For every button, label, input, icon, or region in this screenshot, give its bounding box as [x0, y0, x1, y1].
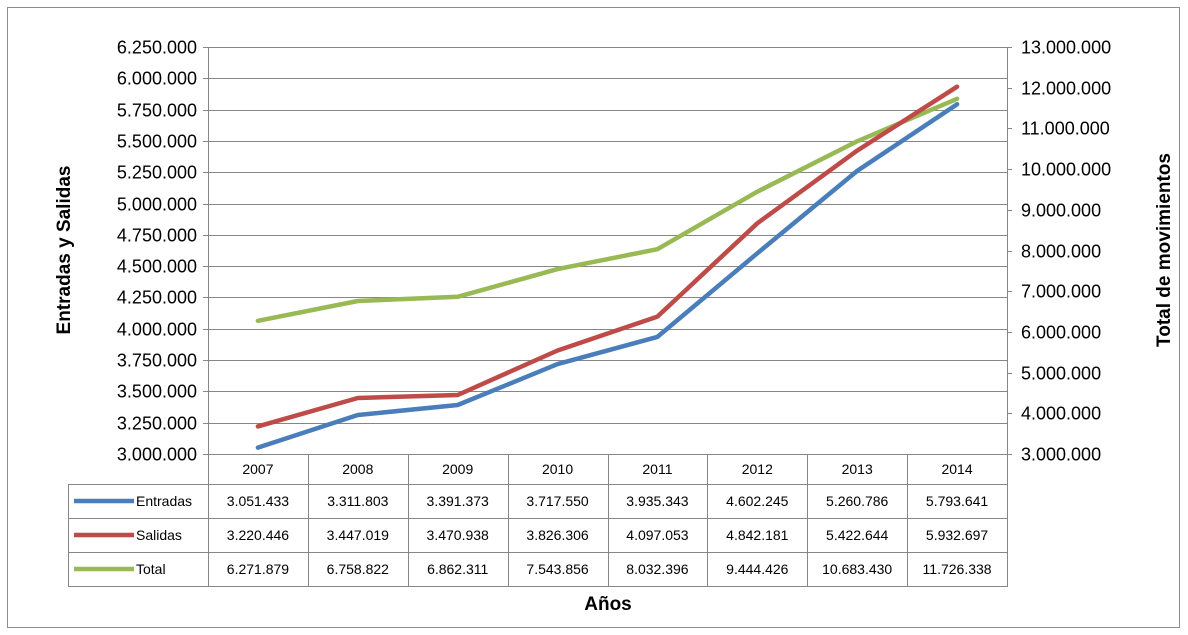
left-tick-label: 6.250.000 [117, 38, 197, 58]
y2-axis-title: Total de movimientos [1154, 153, 1175, 347]
data-table-cell: 4.602.245 [726, 493, 788, 509]
left-tick-label: 5.000.000 [117, 195, 197, 215]
legend-label: Total [136, 561, 166, 577]
right-tick-label: 6.000.000 [1021, 323, 1101, 343]
category-label: 2008 [342, 461, 373, 477]
data-table-cell: 9.444.426 [726, 561, 788, 577]
legend-label: Entradas [136, 493, 192, 509]
data-table-cell: 11.726.338 [923, 561, 992, 577]
data-table-cell: 3.311.803 [327, 493, 388, 509]
left-tick-label: 4.250.000 [117, 288, 197, 308]
series-line-salidas [255, 84, 960, 429]
left-tick-label: 4.750.000 [117, 226, 197, 246]
left-tick-label: 3.000.000 [117, 445, 197, 465]
data-table-cell: 4.842.181 [726, 527, 788, 543]
category-label: 2012 [742, 461, 773, 477]
left-tick-label: 6.000.000 [117, 69, 197, 89]
data-table-cell: 3.220.446 [227, 527, 289, 543]
data-table-cell: 3.717.550 [526, 493, 588, 509]
left-tick-label: 5.750.000 [117, 101, 197, 121]
category-label: 2014 [941, 461, 972, 477]
right-tick-label: 13.000.000 [1021, 38, 1111, 58]
data-table-cell: 3.051.433 [227, 493, 289, 509]
left-tick-label: 4.000.000 [117, 320, 197, 340]
right-tick-label: 7.000.000 [1021, 282, 1101, 302]
left-tick-label: 5.250.000 [117, 163, 197, 183]
x-axis-title: Años [584, 594, 632, 615]
series-line-entradas [255, 101, 960, 450]
data-table-cell: 7.543.856 [526, 561, 588, 577]
category-label: 2007 [242, 461, 273, 477]
data-table-cell: 3.447.019 [327, 527, 389, 543]
right-tick-label: 11.000.000 [1021, 119, 1110, 139]
data-table-cell: 5.422.644 [826, 527, 888, 543]
data-table-cell: 3.826.306 [526, 527, 588, 543]
left-tick-label: 3.250.000 [117, 414, 197, 434]
right-tick-label: 5.000.000 [1021, 364, 1101, 384]
y-axis-title: Entradas y Salidas [54, 166, 75, 335]
right-tick-label: 4.000.000 [1021, 404, 1101, 424]
data-table-cell: 5.932.697 [926, 527, 988, 543]
left-tick-label: 5.500.000 [117, 132, 197, 152]
data-table-cell: 5.793.641 [926, 493, 988, 509]
data-table-cell: 8.032.396 [626, 561, 688, 577]
data-table-cell: 6.271.879 [227, 561, 289, 577]
left-tick-label: 4.500.000 [117, 257, 197, 277]
data-table-cell: 6.862.311 [427, 561, 488, 577]
legend-label: Salidas [136, 527, 182, 543]
right-tick-label: 8.000.000 [1021, 242, 1101, 262]
series-line-total [255, 96, 960, 324]
data-table-cell: 10.683.430 [822, 561, 892, 577]
left-tick-label: 3.500.000 [117, 382, 197, 402]
category-label: 2011 [642, 461, 672, 477]
right-tick-label: 12.000.000 [1021, 79, 1111, 99]
right-tick-label: 3.000.000 [1021, 445, 1101, 465]
category-label: 2009 [442, 461, 473, 477]
category-label: 2013 [842, 461, 873, 477]
left-tick-label: 3.750.000 [117, 351, 197, 371]
data-table-cell: 6.758.822 [327, 561, 389, 577]
category-label: 2010 [542, 461, 573, 477]
data-table-cell: 5.260.786 [826, 493, 888, 509]
data-table-cell: 3.470.938 [427, 527, 489, 543]
data-table-cell: 3.391.373 [427, 493, 489, 509]
data-table-cell: 4.097.053 [626, 527, 688, 543]
right-tick-label: 9.000.000 [1021, 201, 1101, 221]
data-table-cell: 3.935.343 [626, 493, 688, 509]
right-tick-label: 10.000.000 [1021, 160, 1111, 180]
